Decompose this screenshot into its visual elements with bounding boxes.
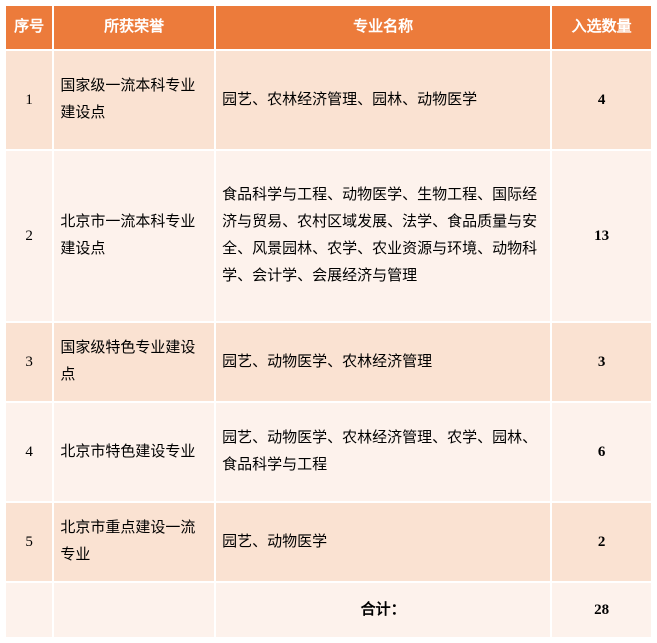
- footer-total: 28: [551, 582, 652, 638]
- cell-major: 园艺、动物医学、农林经济管理: [215, 322, 551, 402]
- header-honor: 所获荣誉: [53, 5, 215, 50]
- table-row: 1国家级一流本科专业建设点园艺、农林经济管理、园林、动物医学4: [5, 50, 652, 150]
- cell-honor: 北京市特色建设专业: [53, 402, 215, 502]
- cell-count: 6: [551, 402, 652, 502]
- cell-idx: 5: [5, 502, 53, 582]
- cell-honor: 国家级一流本科专业建设点: [53, 50, 215, 150]
- table-row: 4北京市特色建设专业园艺、动物医学、农林经济管理、农学、园林、食品科学与工程6: [5, 402, 652, 502]
- table-row: 2北京市一流本科专业建设点食品科学与工程、动物医学、生物工程、国际经济与贸易、农…: [5, 150, 652, 322]
- table-header: 序号 所获荣誉 专业名称 入选数量: [5, 5, 652, 50]
- table-footer: 合计： 28: [5, 582, 652, 638]
- footer-blank-2: [53, 582, 215, 638]
- cell-major: 园艺、动物医学: [215, 502, 551, 582]
- cell-major: 园艺、动物医学、农林经济管理、农学、园林、食品科学与工程: [215, 402, 551, 502]
- cell-count: 2: [551, 502, 652, 582]
- cell-honor: 国家级特色专业建设点: [53, 322, 215, 402]
- cell-major: 园艺、农林经济管理、园林、动物医学: [215, 50, 551, 150]
- cell-count: 4: [551, 50, 652, 150]
- table-row: 3国家级特色专业建设点园艺、动物医学、农林经济管理3: [5, 322, 652, 402]
- header-major: 专业名称: [215, 5, 551, 50]
- table-row: 5北京市重点建设一流专业园艺、动物医学2: [5, 502, 652, 582]
- header-count: 入选数量: [551, 5, 652, 50]
- honors-table: 序号 所获荣誉 专业名称 入选数量 1国家级一流本科专业建设点园艺、农林经济管理…: [4, 4, 653, 639]
- cell-idx: 1: [5, 50, 53, 150]
- cell-idx: 3: [5, 322, 53, 402]
- cell-major: 食品科学与工程、动物医学、生物工程、国际经济与贸易、农村区域发展、法学、食品质量…: [215, 150, 551, 322]
- cell-honor: 北京市一流本科专业建设点: [53, 150, 215, 322]
- header-idx: 序号: [5, 5, 53, 50]
- cell-idx: 2: [5, 150, 53, 322]
- footer-label: 合计：: [215, 582, 551, 638]
- cell-count: 3: [551, 322, 652, 402]
- cell-honor: 北京市重点建设一流专业: [53, 502, 215, 582]
- footer-blank-1: [5, 582, 53, 638]
- cell-count: 13: [551, 150, 652, 322]
- table-body: 1国家级一流本科专业建设点园艺、农林经济管理、园林、动物医学42北京市一流本科专…: [5, 50, 652, 582]
- cell-idx: 4: [5, 402, 53, 502]
